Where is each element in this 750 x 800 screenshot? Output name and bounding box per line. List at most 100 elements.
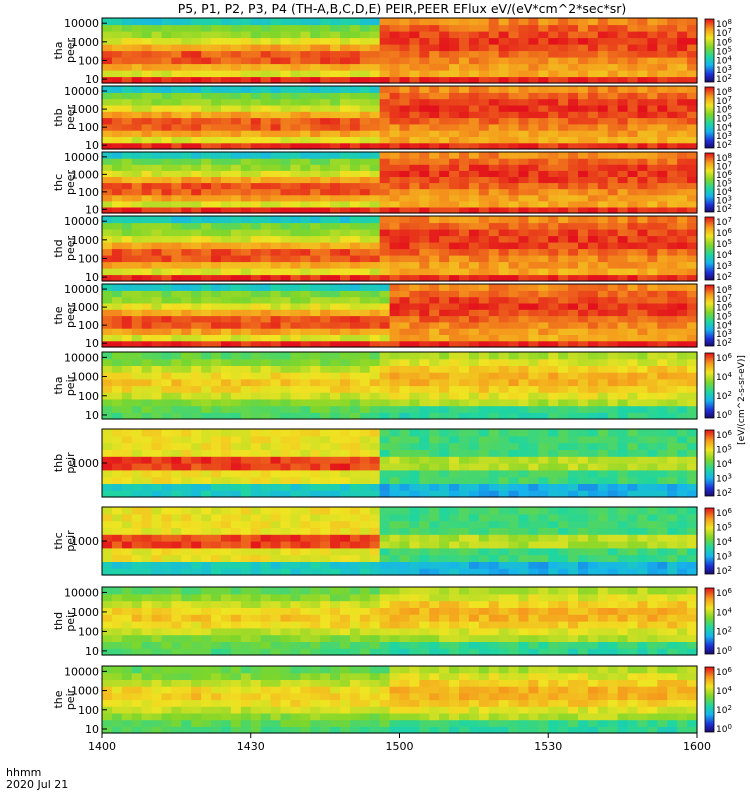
spectrogram-cell — [340, 490, 351, 498]
spectrogram-cell — [478, 358, 490, 366]
spectrogram-cell — [201, 92, 212, 100]
spectrogram-cell — [587, 321, 599, 329]
spectrogram-cell — [270, 490, 282, 498]
spectrogram-cell — [369, 449, 381, 457]
spectrogram-cell — [498, 248, 510, 256]
spectrogram-cell — [260, 290, 272, 298]
spectrogram-cell — [468, 188, 480, 196]
spectrogram-cell — [102, 483, 113, 491]
spectrogram-cell — [171, 104, 182, 112]
spectrogram-cell — [429, 284, 440, 291]
spectrogram-cell — [637, 255, 649, 263]
spectrogram-cell — [349, 31, 361, 39]
spectrogram-cell — [617, 365, 629, 373]
spectrogram-cell — [310, 435, 321, 444]
spectrogram-cell — [429, 104, 440, 112]
spectrogram-cell — [439, 429, 450, 437]
spectrogram-cell — [597, 554, 609, 562]
spectrogram-cell — [330, 392, 341, 400]
spectrogram-cell — [478, 242, 490, 250]
spectrogram-cell — [359, 469, 371, 478]
spectrogram-cell — [320, 469, 331, 478]
y-tick-label: 100 — [78, 319, 99, 332]
spectrogram-cell — [449, 365, 460, 373]
spectrogram-cell — [667, 24, 678, 32]
spectrogram-cell — [677, 142, 688, 150]
spectrogram-cell — [687, 235, 698, 243]
spectrogram-cell — [677, 378, 688, 387]
spectrogram-cell — [102, 442, 113, 450]
spectrogram-cell — [568, 206, 579, 214]
spectrogram-cell — [568, 469, 579, 478]
spectrogram-cell — [171, 37, 182, 45]
spectrogram-cell — [568, 507, 579, 515]
spectrogram-cell — [548, 229, 559, 237]
spectrogram-cell — [399, 541, 411, 549]
spectrogram-cell — [538, 284, 549, 291]
spectrogram-cell — [637, 70, 649, 78]
spectrogram-cell — [151, 309, 163, 317]
spectrogram-cell — [528, 463, 539, 471]
spectrogram-cell — [250, 76, 262, 84]
spectrogram-cell — [429, 92, 440, 100]
spectrogram-cell — [578, 568, 589, 576]
spectrogram-cell — [102, 334, 113, 342]
spectrogram-cell — [369, 268, 381, 276]
spectrogram-cell — [538, 142, 549, 150]
spectrogram-cell — [558, 527, 569, 535]
spectrogram-cell — [687, 104, 698, 112]
spectrogram-cell — [667, 520, 678, 528]
spectrogram-cell — [260, 98, 272, 106]
spectrogram-cell — [558, 507, 569, 515]
spectrogram-cell — [310, 117, 321, 125]
spectrogram-cell — [270, 527, 282, 535]
spectrogram-cell — [240, 541, 252, 549]
spectrogram-cell — [518, 309, 530, 317]
spectrogram-cell — [201, 158, 212, 165]
spectrogram-cell — [131, 392, 143, 400]
spectrogram-cell — [389, 442, 401, 450]
spectrogram-cell — [478, 130, 490, 137]
spectrogram-cell — [102, 123, 113, 131]
spectrogram-cell — [409, 392, 420, 400]
spectrogram-cell — [340, 290, 351, 298]
spectrogram-cell — [637, 296, 649, 304]
spectrogram-cell — [151, 92, 163, 100]
spectrogram-cell — [191, 527, 202, 535]
spectrogram-cell — [518, 334, 530, 342]
spectrogram-cell — [131, 188, 143, 196]
spectrogram-cell — [548, 268, 559, 276]
spectrogram-cell — [230, 490, 242, 498]
spectrogram-cell — [528, 296, 539, 304]
spectrogram-cell — [260, 63, 272, 71]
spectrogram-cell — [270, 261, 282, 269]
spectrogram-cell — [687, 255, 698, 263]
spectrogram-cell — [548, 248, 559, 256]
spectrogram-cell — [270, 328, 282, 335]
spectrogram-cell — [240, 456, 252, 464]
spectrogram-cell — [607, 561, 619, 569]
spectrogram-cell — [221, 302, 232, 310]
spectrogram-cell — [280, 568, 292, 576]
spectrogram-cell — [677, 255, 688, 263]
spectrogram-cell — [211, 76, 222, 84]
spectrogram-cell — [171, 365, 182, 373]
spectrogram-cell — [548, 123, 559, 131]
spectrogram-cell — [597, 170, 609, 177]
spectrogram-cell — [558, 152, 569, 159]
spectrogram-cell — [597, 261, 609, 269]
spectrogram-cell — [181, 561, 192, 569]
spectrogram-cell — [617, 57, 629, 65]
spectrogram-cell — [459, 188, 470, 196]
spectrogram-cell — [250, 242, 262, 250]
spectrogram-cell — [528, 63, 539, 71]
spectrogram-cells — [102, 429, 698, 498]
spectrogram-cell — [240, 222, 252, 230]
spectrogram-cell — [399, 235, 411, 243]
spectrogram-cell — [399, 268, 411, 276]
spectrogram-cell — [151, 456, 163, 464]
spectrogram-cell — [379, 111, 391, 119]
spectrogram-cell — [568, 378, 579, 387]
spectrogram-cell — [102, 340, 113, 348]
spectrogram-cell — [191, 463, 202, 471]
